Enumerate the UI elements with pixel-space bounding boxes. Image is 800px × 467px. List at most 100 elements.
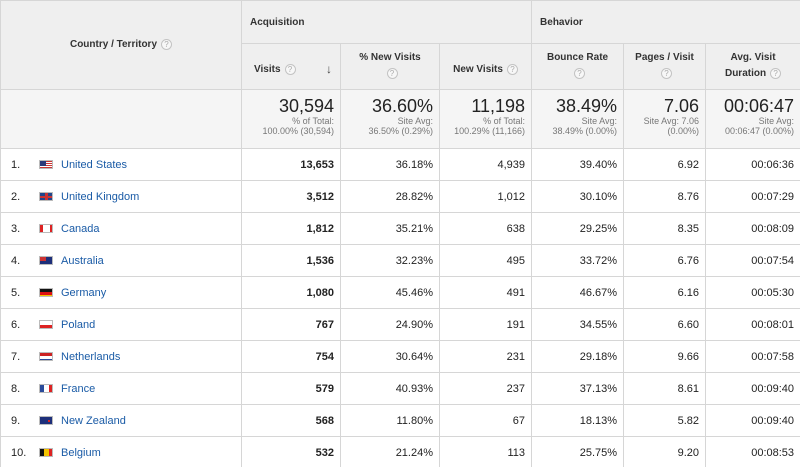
table-row: 10. Belgium 532 21.24% 113 25.75% 9.20 00…	[0, 436, 800, 467]
total-pages-visit: 7.06 Site Avg: 7.06 (0.00%)	[623, 89, 707, 149]
pages-visit-cell: 6.76	[623, 244, 707, 277]
help-icon[interactable]: ?	[661, 68, 673, 79]
total-avg-duration: 00:06:47 Site Avg: 00:06:47 (0.00%)	[705, 89, 800, 149]
new-visits-cell: 67	[438, 404, 533, 437]
country-link[interactable]: United Kingdom	[61, 190, 140, 203]
bounce-rate-cell: 46.67%	[531, 276, 625, 309]
country-cell: 10. Belgium	[0, 436, 242, 467]
total-visits-note1: % of Total:	[292, 116, 334, 126]
country-link[interactable]: New Zealand	[61, 414, 126, 427]
help-icon[interactable]: ?	[284, 64, 296, 75]
flag-icon	[39, 192, 53, 202]
help-wrap: ?	[341, 68, 439, 79]
new-visits-header-text: New Visits	[453, 64, 503, 76]
total-avg-duration-note2: 00:06:47 (0.00%)	[724, 126, 795, 136]
row-index: 1.	[11, 158, 21, 171]
totals-label-cell	[0, 89, 242, 149]
column-header-new-visits[interactable]: New Visits?	[438, 43, 533, 90]
column-header-visits[interactable]: Visits? ↓	[241, 43, 341, 90]
help-icon[interactable]: ?	[506, 64, 518, 75]
bounce-rate-cell: 33.72%	[531, 244, 625, 277]
avg-duration-cell: 00:07:54	[705, 244, 800, 277]
new-visits-pct-cell: 32.23%	[340, 244, 440, 277]
new-visits-pct-cell: 35.21%	[340, 212, 440, 245]
pages-visit-cell: 9.20	[623, 436, 707, 467]
total-pages-visit-note2: (0.00%)	[667, 126, 700, 136]
bounce-rate-cell: 34.55%	[531, 308, 625, 341]
visits-cell: 579	[241, 372, 341, 405]
avg-duration-cell: 00:08:01	[705, 308, 800, 341]
table-row: 6. Poland 767 24.90% 191 34.55% 6.60 00:0…	[0, 308, 800, 341]
country-link[interactable]: Germany	[61, 286, 107, 299]
country-cell: 1. United States	[0, 148, 242, 181]
help-wrap: ?	[624, 68, 705, 79]
column-header-avg-duration[interactable]: Avg. Visit Duration?	[705, 43, 800, 90]
visits-cell: 13,653	[241, 148, 341, 181]
pages-visit-cell: 6.16	[623, 276, 707, 309]
avg-duration-header-text: Duration	[724, 68, 767, 80]
new-visits-pct-cell: 30.64%	[340, 340, 440, 373]
country-link[interactable]: Canada	[61, 222, 100, 235]
pages-visit-cell: 5.82	[623, 404, 707, 437]
country-link[interactable]: France	[61, 382, 96, 395]
table-row: 1. United States 13,653 36.18% 4,939 39.4…	[0, 148, 800, 181]
country-link[interactable]: Netherlands	[61, 350, 121, 363]
table-row: 7. Netherlands 754 30.64% 231 29.18% 9.66…	[0, 340, 800, 373]
new-visits-pct-cell: 40.93%	[340, 372, 440, 405]
new-visits-pct-cell: 21.24%	[340, 436, 440, 467]
help-icon[interactable]: ?	[770, 68, 782, 79]
country-cell: 2. United Kingdom	[0, 180, 242, 213]
new-visits-header-label: New Visits?	[440, 64, 531, 75]
table-row: 8. France 579 40.93% 237 37.13% 8.61 00:0…	[0, 372, 800, 405]
country-territory-header[interactable]: Country / Territory?	[0, 0, 242, 90]
row-index: 8.	[11, 382, 21, 395]
avg-duration-cell: 00:07:29	[705, 180, 800, 213]
visits-cell: 754	[241, 340, 341, 373]
visits-cell: 1,812	[241, 212, 341, 245]
bounce-rate-cell: 29.25%	[531, 212, 625, 245]
sort-descending-icon[interactable]: ↓	[326, 62, 332, 76]
help-icon[interactable]: ?	[386, 68, 398, 79]
avg-duration-cell: 00:05:30	[705, 276, 800, 309]
total-visits-note2: 100.00% (30,594)	[262, 126, 334, 136]
help-icon[interactable]: ?	[574, 68, 586, 79]
column-header-pages-visit[interactable]: Pages / Visit ?	[623, 43, 707, 90]
bounce-rate-header-label: Bounce Rate	[546, 52, 609, 63]
country-link[interactable]: Australia	[61, 254, 104, 267]
bounce-rate-cell: 39.40%	[531, 148, 625, 181]
avg-duration-cell: 00:09:40	[705, 372, 800, 405]
visits-cell: 3,512	[241, 180, 341, 213]
pages-visit-cell: 6.60	[623, 308, 707, 341]
bounce-rate-cell: 37.13%	[531, 372, 625, 405]
flag-icon	[39, 160, 53, 170]
flag-icon	[39, 320, 53, 330]
column-header-new-visits-pct[interactable]: % New Visits ?	[340, 43, 440, 90]
new-visits-cell: 1,012	[438, 180, 533, 213]
visits-header-text: Visits	[254, 64, 281, 76]
row-index: 10.	[11, 446, 27, 459]
new-visits-pct-cell: 45.46%	[340, 276, 440, 309]
pages-visit-cell: 8.61	[623, 372, 707, 405]
bounce-rate-cell: 25.75%	[531, 436, 625, 467]
new-visits-cell: 4,939	[438, 148, 533, 181]
behavior-label: Behavior	[540, 16, 583, 28]
column-header-bounce-rate[interactable]: Bounce Rate ?	[531, 43, 625, 90]
country-cell: 8. France	[0, 372, 242, 405]
total-bounce-rate: 38.49% Site Avg: 38.49% (0.00%)	[531, 89, 625, 149]
avg-duration-cell: 00:09:40	[705, 404, 800, 437]
help-icon[interactable]: ?	[161, 39, 173, 51]
country-link[interactable]: Poland	[61, 318, 96, 331]
table-row: 4. Australia 1,536 32.23% 495 33.72% 6.76…	[0, 244, 800, 277]
new-visits-pct-cell: 36.18%	[340, 148, 440, 181]
avg-duration-header-line1: Avg. Visit	[730, 52, 776, 63]
pages-visit-cell: 9.66	[623, 340, 707, 373]
new-visits-cell: 495	[438, 244, 533, 277]
total-new-visits-note2: 100.29% (11,166)	[454, 126, 526, 136]
country-link[interactable]: United States	[61, 158, 128, 171]
total-bounce-rate-note2: 38.49% (0.00%)	[552, 126, 618, 136]
acquisition-group-header: Acquisition	[240, 0, 533, 44]
table-row: 2. United Kingdom 3,512 28.82% 1,012 30.1…	[0, 180, 800, 213]
acquisition-label: Acquisition	[250, 16, 305, 28]
country-link[interactable]: Belgium	[61, 446, 101, 459]
table-row: 9. New Zealand 568 11.80% 67 18.13% 5.82 …	[0, 404, 800, 437]
